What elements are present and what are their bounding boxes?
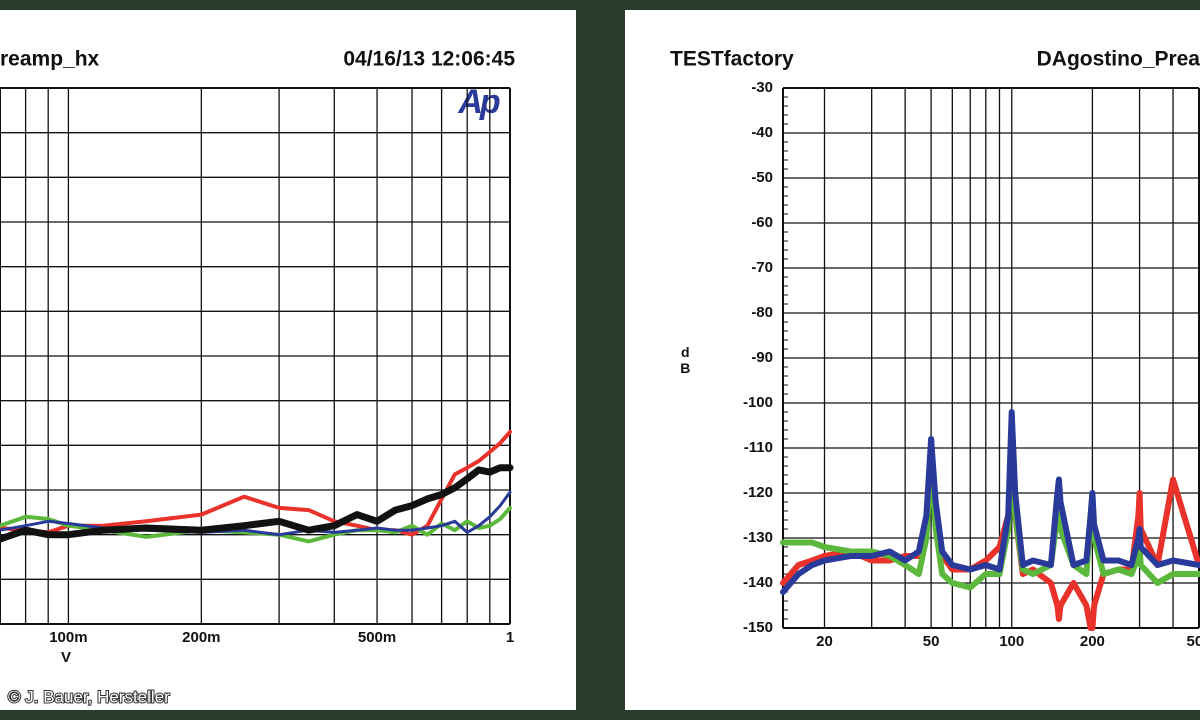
y-tick-label: -30 xyxy=(751,79,773,96)
y-tick-label: -40 xyxy=(751,124,773,141)
y-tick-label: -60 xyxy=(751,214,773,231)
x-tick-label: 500 xyxy=(1186,633,1200,650)
chart: TESTfactory DAgostino_Prea -30 -40 -50 -60 -70… xyxy=(670,48,1200,650)
y-tick-label: -120 xyxy=(743,484,773,501)
y-tick-label: -50 xyxy=(751,169,773,186)
panel xyxy=(625,10,1200,710)
chart-subtitle: DAgostino_Prea xyxy=(1037,48,1200,71)
y-tick-label: -140 xyxy=(743,574,773,591)
chart: reamp_hx 04/16/13 12:06:45 Ap 100m 200m 500m 1… xyxy=(0,48,515,666)
x-tick-label: 20 xyxy=(816,633,833,650)
chart-title: TESTfactory xyxy=(670,48,794,71)
y-tick-label: -130 xyxy=(743,529,773,546)
y-tick-label: -100 xyxy=(743,394,773,411)
y-tick-label: -150 xyxy=(743,619,773,636)
x-tick-label: 100m xyxy=(49,629,87,646)
caption: © J. Bauer, Hersteller xyxy=(8,687,170,706)
x-axis-label: V xyxy=(61,649,71,666)
x-tick-label: 1 xyxy=(506,629,514,646)
y-axis-label: dB xyxy=(677,344,693,376)
chart-subtitle: 04/16/13 12:06:45 xyxy=(343,48,515,71)
y-tick-label: -70 xyxy=(751,259,773,276)
y-tick-label: -110 xyxy=(744,439,773,456)
x-tick-label: 200m xyxy=(182,629,220,646)
x-tick-label: 500m xyxy=(358,629,396,646)
x-tick-label: 50 xyxy=(923,633,940,650)
x-tick-label: 200 xyxy=(1080,633,1105,650)
series-line xyxy=(0,490,512,537)
y-tick-label: -90 xyxy=(751,349,773,366)
series-line xyxy=(780,409,1200,595)
panel xyxy=(0,10,576,710)
series-line xyxy=(0,464,514,543)
logo: Ap xyxy=(457,83,500,121)
x-tick-label: 100 xyxy=(999,633,1024,650)
chart-title: reamp_hx xyxy=(0,48,100,71)
y-tick-label: -80 xyxy=(751,304,773,321)
